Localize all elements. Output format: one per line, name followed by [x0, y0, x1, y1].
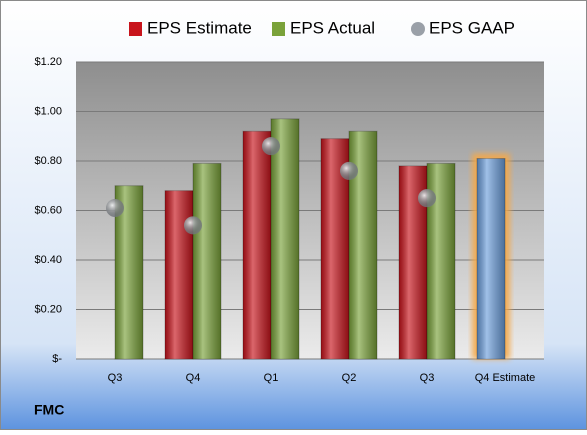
x-tick-label: Q1 — [264, 372, 279, 384]
y-tick-label: $1.20 — [34, 56, 62, 68]
bar-shine — [193, 163, 221, 359]
y-tick-label: $1.00 — [34, 105, 62, 117]
y-tick-label: $- — [52, 353, 62, 365]
legend-marker — [272, 22, 285, 36]
y-tick-label: $0.80 — [34, 155, 62, 167]
bar-shine — [271, 118, 299, 359]
bar-shine — [165, 190, 193, 359]
point-shine — [106, 199, 124, 218]
bar-shine — [477, 158, 505, 359]
x-tick-label: Q2 — [342, 372, 357, 384]
y-tick-label: $0.60 — [34, 204, 62, 216]
point-shine — [262, 137, 280, 156]
point-shine — [184, 216, 202, 235]
legend-label: EPS Estimate — [147, 18, 252, 37]
x-tick-label: Q4 Estimate — [475, 372, 536, 384]
point-shine — [418, 189, 436, 208]
x-tick-label: Q3 — [420, 372, 435, 384]
legend-label: EPS Actual — [290, 18, 375, 37]
legend-marker — [129, 22, 142, 36]
x-tick-label: Q3 — [108, 372, 123, 384]
point-shine — [340, 161, 358, 180]
y-tick-label: $0.40 — [34, 254, 62, 266]
y-tick-label: $0.20 — [34, 303, 62, 315]
chart-title: FMC — [34, 402, 64, 418]
x-tick-label: Q4 — [186, 372, 201, 384]
bar-shine — [243, 131, 271, 359]
legend-marker — [411, 22, 425, 36]
legend-label: EPS GAAP — [429, 18, 515, 37]
